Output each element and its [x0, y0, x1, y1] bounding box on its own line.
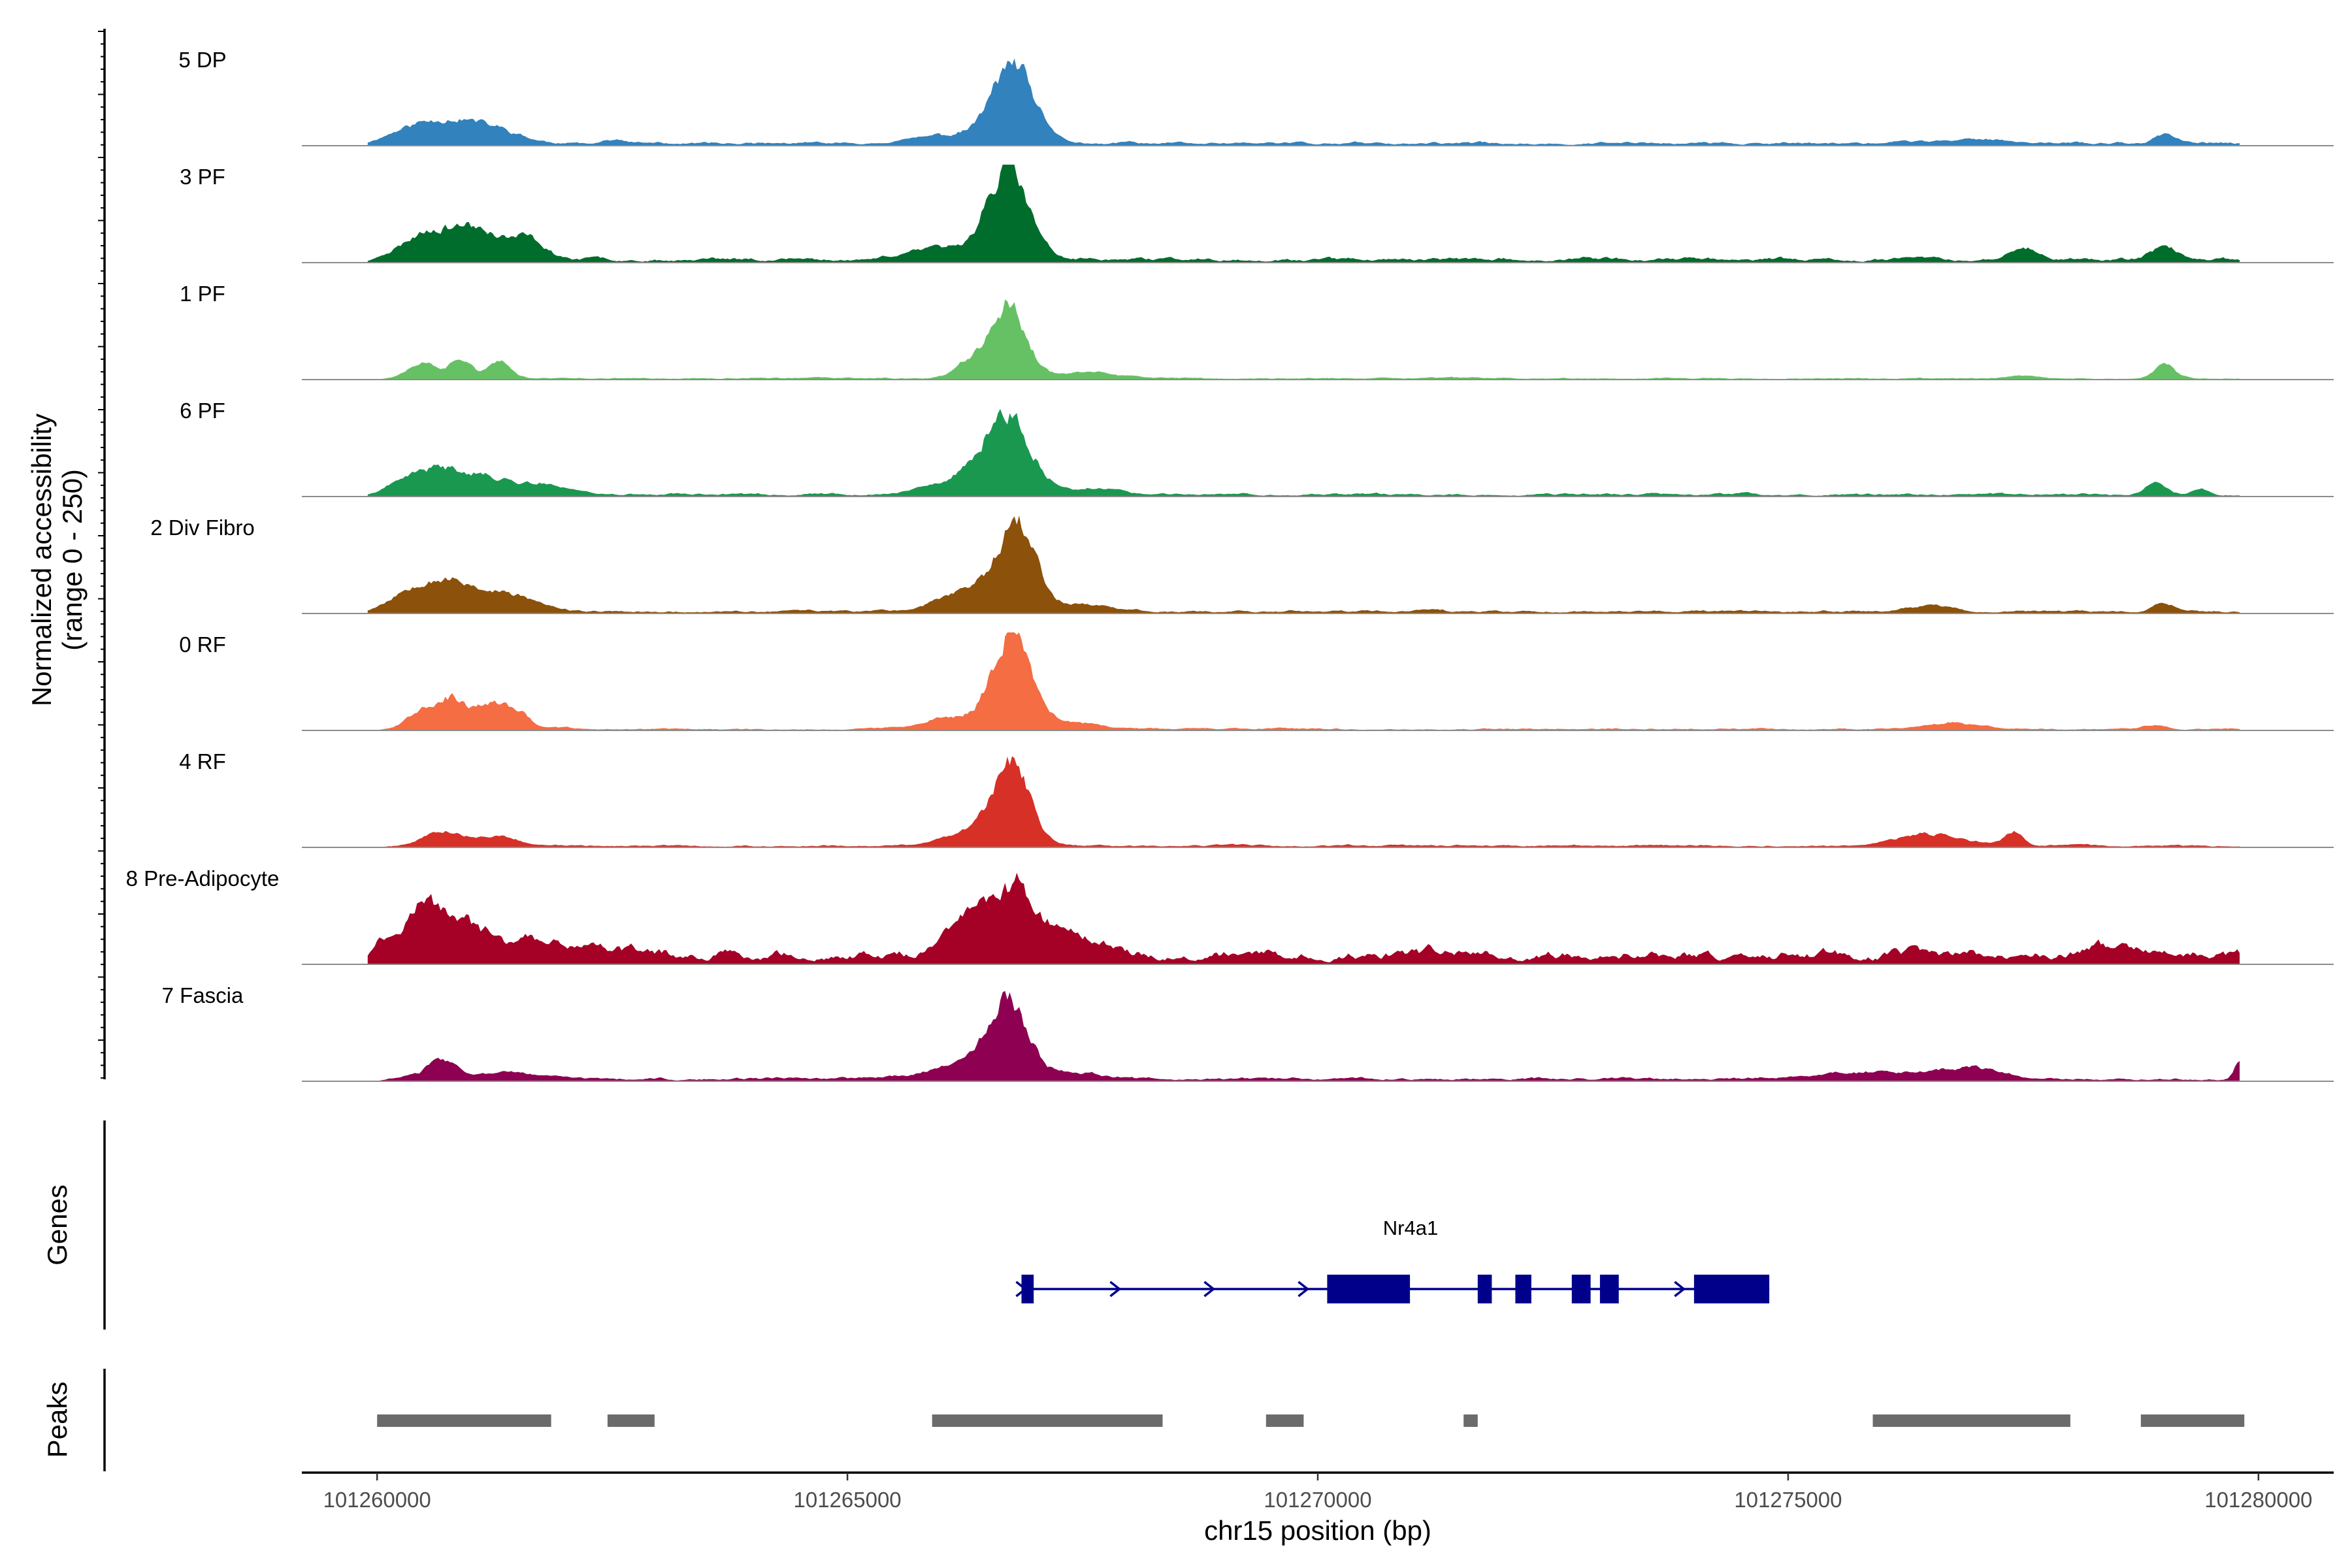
track-0-rf: 0 RF [179, 632, 2334, 731]
track-7-fascia: 7 Fascia [162, 983, 2334, 1082]
x-tick-label-101260000: 101260000 [323, 1488, 431, 1512]
track-label-8-pre-adipocyte: 8 Pre-Adipocyte [126, 866, 280, 890]
coverage-y-ticks [98, 31, 105, 1079]
y-axis-title-line2: (range 0 - 250) [57, 469, 88, 651]
peaks-track-title: Peaks [42, 1382, 73, 1458]
x-axis-title: chr15 position (bp) [1204, 1515, 1431, 1546]
gene-exon [1599, 1275, 1619, 1303]
genes-track [1015, 1275, 1770, 1303]
gene-label-nr4a1: Nr4a1 [1383, 1217, 1438, 1239]
peak-interval [1266, 1414, 1304, 1427]
track-label-6-pf: 6 PF [180, 399, 225, 423]
track-8-pre-adipocyte: 8 Pre-Adipocyte [126, 866, 2334, 965]
peak-interval [607, 1414, 655, 1427]
track-5-dp: 5 DP [178, 48, 2334, 146]
gene-strand-arrow [1109, 1281, 1122, 1298]
track-label-4-rf: 4 RF [179, 749, 226, 774]
y-axis-title-line1: Normalized accessibility [26, 414, 57, 706]
gene-exon [1515, 1275, 1531, 1303]
coverage-tracks: 5 DP 3 PF 1 PF 6 PF 2 Div Fibro 0 RF 4 RF 8 Pre… [126, 48, 2334, 1082]
peak-interval [1463, 1414, 1478, 1427]
track-label-3-pf: 3 PF [180, 165, 225, 189]
track-2-div-fibro: 2 Div Fibro [150, 515, 2334, 614]
track-label-5-dp: 5 DP [178, 48, 226, 72]
track-1-pf: 1 PF [180, 282, 2334, 380]
track-label-2-div-fibro: 2 Div Fibro [150, 515, 255, 540]
gene-strand-arrow [1298, 1281, 1310, 1298]
peak-interval [2140, 1414, 2245, 1427]
x-tick-label-101265000: 101265000 [793, 1488, 901, 1512]
track-6-pf: 6 PF [180, 399, 2334, 497]
track-label-1-pf: 1 PF [180, 282, 225, 306]
coverage-area-6-pf [367, 409, 2240, 497]
peak-interval [932, 1414, 1163, 1427]
track-label-0-rf: 0 RF [179, 632, 226, 657]
peak-interval [1872, 1414, 2070, 1427]
genes-track-title: Genes [42, 1184, 73, 1266]
gene-exon [1693, 1275, 1770, 1303]
x-tick-label-101270000: 101270000 [1264, 1488, 1371, 1512]
gene-exon [1021, 1275, 1034, 1303]
peak-interval [377, 1414, 551, 1427]
track-label-7-fascia: 7 Fascia [162, 983, 244, 1007]
x-tick-label-101275000: 101275000 [1734, 1488, 1842, 1512]
coverage-area-8-pre-adipocyte [367, 872, 2240, 964]
x-axis-ticks: 101260000 101265000 101270000 101275000 1012… [323, 1473, 2312, 1512]
track-4-rf: 4 RF [179, 749, 2334, 848]
peaks-track [377, 1414, 2245, 1427]
gene-exon [1327, 1275, 1411, 1303]
x-tick-label-101280000: 101280000 [2204, 1488, 2312, 1512]
gene-exon [1571, 1275, 1591, 1303]
gene-strand-arrow [1674, 1281, 1686, 1298]
gene-strand-arrow [1203, 1281, 1216, 1298]
track-3-pf: 3 PF [180, 165, 2334, 263]
gene-exon [1477, 1275, 1492, 1303]
